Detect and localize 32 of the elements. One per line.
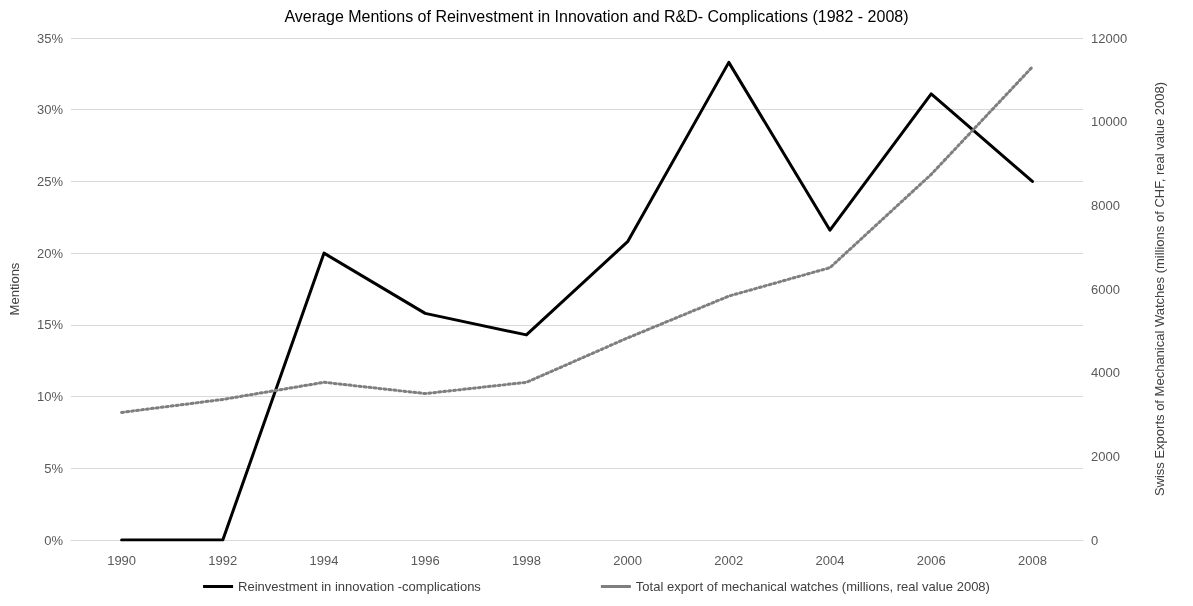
x-tick-label: 2008 — [1017, 553, 1047, 568]
line-series — [120, 65, 1034, 414]
chart-title: Average Mentions of Reinvestment in Innovation and R&D- Complications (1982 - 2008) — [284, 7, 909, 25]
y-tick-label: 25% — [36, 173, 64, 189]
x-tick-label: 1992 — [208, 553, 238, 568]
y-axis-title: Mentions — [7, 262, 22, 316]
y-tick-label: 10% — [36, 389, 64, 405]
y-tick-label: 0% — [44, 532, 64, 548]
y2-tick-label: 2000 — [1091, 448, 1120, 464]
legend-label: Total export of mechanical watches (millions, real value 2008) — [635, 579, 990, 594]
y-tick-label: 35% — [36, 30, 64, 46]
y-tick-label: 15% — [36, 317, 64, 333]
x-tick-label: 1998 — [511, 553, 541, 568]
x-tick-label: 2000 — [613, 553, 643, 568]
y-tick-label: 5% — [44, 460, 64, 476]
y2-tick-label: 10000 — [1091, 114, 1128, 130]
y2-tick-label: 6000 — [1091, 281, 1120, 297]
x-tick-label: 2006 — [916, 553, 946, 568]
legend-label: Reinvestment in innovation -complications — [238, 579, 482, 594]
x-tick-label: 1990 — [107, 553, 137, 568]
line-series — [120, 60, 1034, 542]
x-tick-label: 2002 — [714, 553, 744, 568]
y2-tick-label: 12000 — [1091, 30, 1128, 46]
x-tick-label: 1996 — [410, 553, 440, 568]
y-tick-label: 20% — [36, 245, 64, 261]
y2-tick-label: 8000 — [1091, 197, 1120, 213]
y-tick-label: 30% — [36, 102, 64, 118]
y2-tick-label: 4000 — [1091, 365, 1120, 381]
y2-tick-label: 0 — [1091, 532, 1099, 548]
x-tick-label: 2004 — [815, 553, 845, 568]
x-tick-label: 1994 — [309, 553, 339, 568]
y2-axis-title: Swiss Exports of Mechanical Watches (millions of CHF, real value 2008) — [1152, 81, 1167, 497]
